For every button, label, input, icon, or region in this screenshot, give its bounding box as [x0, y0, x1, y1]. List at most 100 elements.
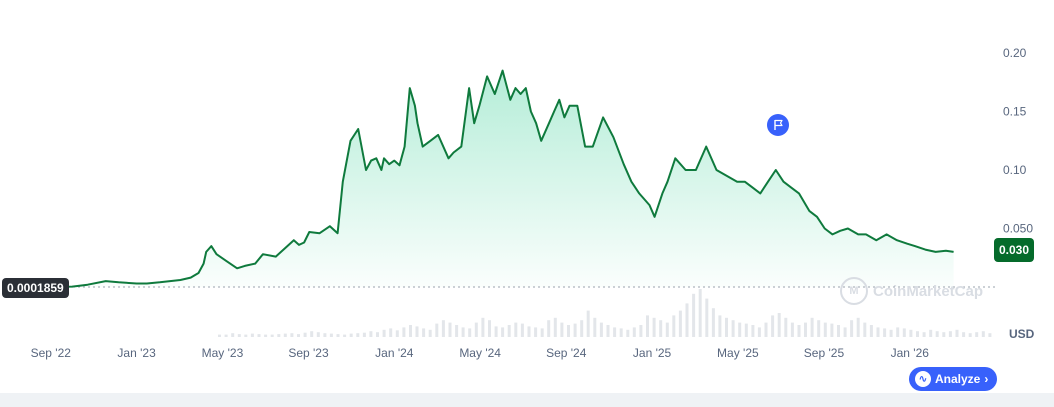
volume-bar — [382, 329, 386, 337]
event-flag-button[interactable] — [767, 114, 789, 136]
watermark-text: CoinMarketCap — [873, 282, 984, 300]
analyze-button[interactable]: ∿ Analyze › — [909, 367, 998, 391]
volume-bar — [474, 322, 478, 337]
volume-bar — [685, 303, 689, 337]
volume-bar — [784, 317, 788, 337]
volume-bar — [922, 332, 926, 337]
volume-bar — [869, 325, 873, 337]
volume-bar — [224, 334, 228, 337]
volume-bar — [955, 329, 959, 337]
volume-bar — [507, 325, 511, 337]
x-tick-label: Jan '26 — [891, 346, 930, 360]
volume-bars — [218, 289, 992, 337]
volume-bar — [520, 323, 524, 337]
volume-bar — [415, 326, 419, 337]
volume-bar — [896, 327, 900, 337]
volume-bar — [837, 325, 840, 337]
x-tick-label: Sep '25 — [804, 346, 845, 360]
volume-bar — [678, 310, 682, 337]
volume-bar — [316, 332, 320, 337]
volume-bar — [428, 329, 432, 337]
volume-bar — [323, 333, 327, 337]
volume-bar — [586, 310, 590, 337]
volume-bar — [988, 333, 992, 337]
volume-bar — [257, 334, 261, 337]
coinmarketcap-logo-icon: M — [840, 277, 868, 305]
volume-bar — [297, 334, 300, 337]
volume-bar — [435, 323, 439, 337]
volume-bar — [593, 317, 597, 337]
volume-bar — [481, 317, 485, 337]
volume-bar — [231, 333, 235, 337]
volume-bar — [659, 320, 663, 337]
volume-bar — [244, 334, 248, 337]
volume-bar — [461, 327, 465, 337]
chevron-right-icon: › — [984, 372, 989, 386]
volume-bar — [606, 325, 610, 337]
volume-bar — [501, 327, 505, 337]
chart-analysis-icon: ∿ — [915, 371, 931, 387]
volume-bar — [711, 308, 715, 337]
volume-bar — [705, 298, 709, 337]
volume-bar — [277, 334, 281, 337]
volume-bar — [553, 317, 557, 337]
volume-bar — [468, 328, 472, 337]
volume-bar — [540, 328, 544, 337]
volume-bar — [422, 328, 426, 337]
volume-bar — [218, 334, 221, 337]
volume-bar — [632, 327, 636, 337]
x-tick-label: May '23 — [202, 346, 244, 360]
volume-bar — [804, 322, 807, 337]
x-tick-label: Jan '23 — [117, 346, 156, 360]
volume-bar — [250, 333, 254, 337]
volume-bar — [619, 328, 623, 337]
last-price-tag: 0.030 — [994, 238, 1035, 262]
volume-bar — [889, 329, 893, 337]
volume-bar — [494, 326, 498, 337]
volume-bar — [856, 317, 860, 337]
x-tick-label: Jan '25 — [633, 346, 672, 360]
y-tick-label: 0.20 — [1003, 46, 1027, 60]
volume-bar — [876, 327, 880, 337]
volume-bar — [830, 323, 834, 337]
volume-bar — [725, 317, 728, 337]
volume-bar — [448, 322, 452, 337]
volume-bar — [409, 325, 412, 337]
analyze-label: Analyze — [935, 372, 981, 386]
x-tick-label: May '24 — [459, 346, 501, 360]
volume-bar — [303, 332, 307, 337]
volume-bar — [843, 327, 847, 337]
volume-bar — [652, 317, 656, 337]
volume-bar — [237, 334, 241, 337]
x-tick-label: Sep '22 — [31, 346, 72, 360]
volume-bar — [672, 315, 676, 337]
x-axis: Sep '22 Jan '23 May '23 Sep '23 Jan '24 May '… — [31, 346, 930, 360]
volume-bar — [329, 333, 333, 337]
x-tick-label: Jan '24 — [375, 346, 414, 360]
range-navigator[interactable] — [0, 393, 1054, 407]
volume-bar — [270, 334, 274, 337]
volume-bar — [902, 328, 906, 337]
x-tick-label: May '25 — [717, 346, 759, 360]
volume-bar — [731, 320, 735, 337]
volume-bar — [823, 322, 827, 337]
volume-bar — [547, 320, 551, 337]
volume-bar — [935, 331, 939, 337]
volume-bar — [968, 333, 972, 337]
volume-bar — [790, 322, 794, 337]
volume-bar — [771, 315, 775, 337]
volume-bar — [738, 322, 742, 337]
y-axis: 0.20 0.15 0.10 0.050 — [1003, 46, 1033, 236]
volume-bar — [527, 326, 531, 337]
volume-bar — [850, 320, 854, 337]
volume-bar — [343, 334, 347, 337]
volume-bar — [283, 333, 287, 337]
min-price-tag: 0.0001859 — [2, 278, 69, 298]
volume-bar — [817, 320, 821, 337]
volume-bar — [718, 315, 722, 337]
volume-bar — [441, 320, 445, 337]
volume-bar — [810, 317, 814, 337]
volume-bar — [395, 330, 399, 337]
volume-bar — [573, 323, 577, 337]
